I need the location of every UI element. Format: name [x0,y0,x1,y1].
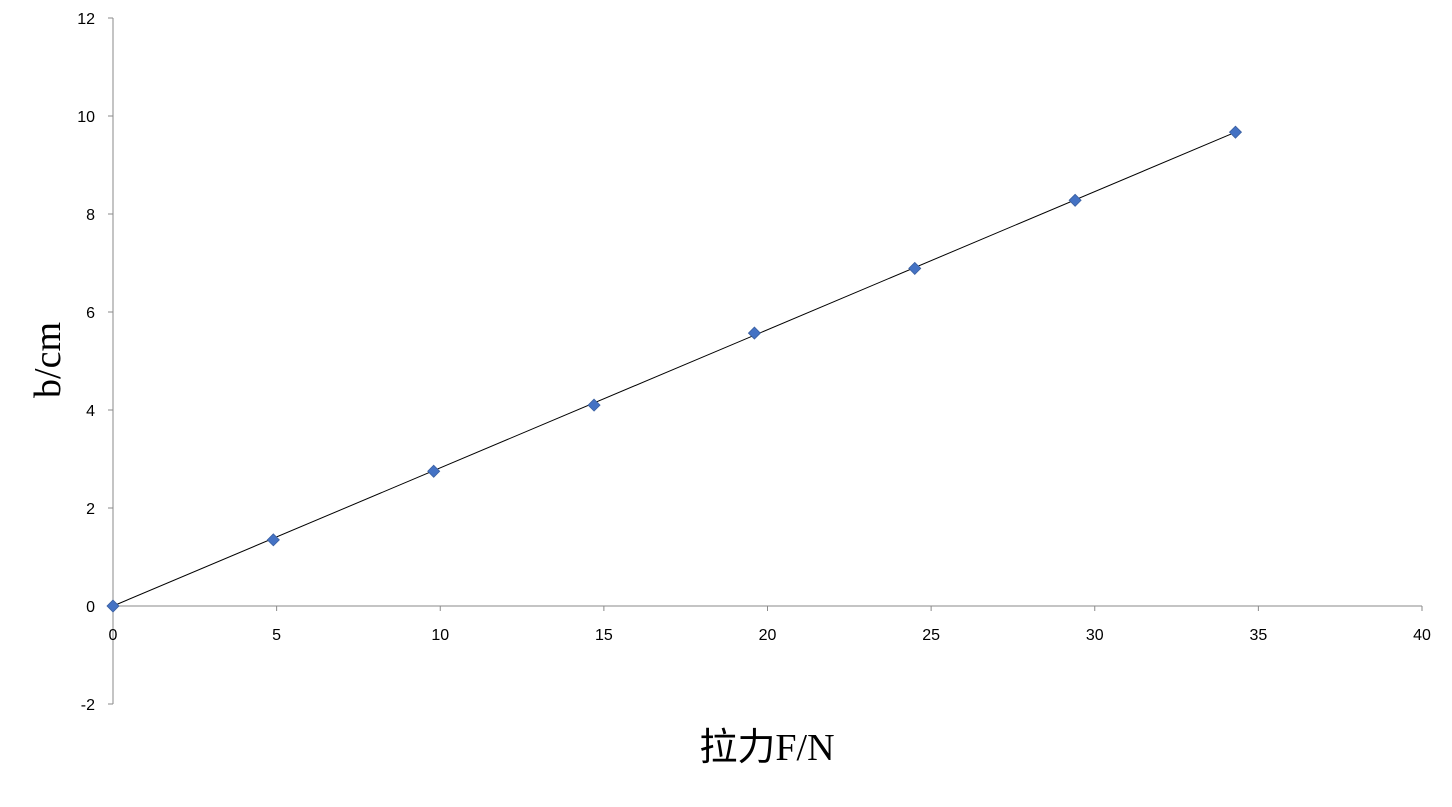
y-tick-label: 2 [86,501,95,518]
x-tick-label: 0 [109,627,118,644]
x-tick-label: 30 [1086,627,1104,644]
data-point [747,326,761,340]
x-tick-label: 35 [1249,627,1267,644]
ticks: -2 0 2 4 6 8 10 12 0 5 10 15 20 25 30 35 40 [77,11,1431,714]
y-tick-label: 0 [86,599,95,616]
data-point [908,261,922,275]
y-axis-title: b/cm [27,322,69,398]
data-point [1228,125,1243,139]
y-tick-label: 8 [86,207,95,224]
x-tick-label: 15 [595,627,613,644]
data-points [106,125,1243,613]
x-tick-label: 25 [922,627,940,644]
y-tick-label: 4 [86,403,95,420]
x-axis-title: 拉力F/N [699,727,834,769]
data-point [587,398,601,412]
x-tick-label: 40 [1413,627,1431,644]
y-tick-label: 12 [77,11,95,28]
y-tick-label: 6 [86,305,95,322]
data-point [106,599,120,613]
axes [112,18,1422,704]
data-point [266,533,280,547]
y-tick-label: -2 [81,697,95,714]
x-tick-label: 10 [431,627,449,644]
data-point [1068,193,1082,207]
x-tick-label: 5 [272,627,281,644]
trendline-group [112,131,1236,607]
trendline [112,131,1236,607]
data-point [427,464,441,478]
y-tick-label: 10 [77,109,95,126]
x-tick-label: 20 [759,627,777,644]
